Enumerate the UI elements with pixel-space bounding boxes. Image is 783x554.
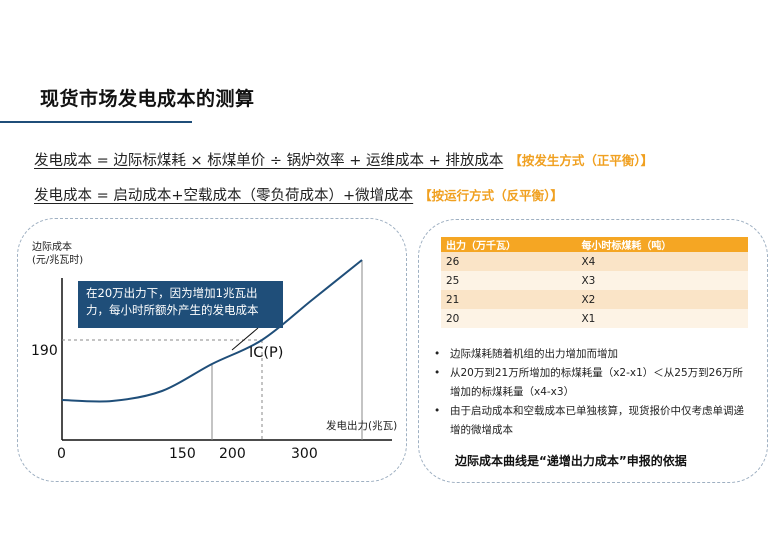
ic-curve [61,259,363,403]
table-row: 21 X2 [441,290,748,309]
coal-consumption-table: 出力（万千瓦） 每小时标煤耗（吨） 26 X4 25 X3 21 X2 20 X… [441,237,748,328]
formula-forward-balance: 发电成本 = 边际标煤耗 × 标煤单价 ÷ 锅炉效率 + 运维成本 + 排放成本… [34,149,653,170]
formula-tag: 【按发生方式（正平衡）】 [509,153,654,168]
conclusion-text: 边际成本曲线是“递增出力成本”申报的依据 [455,454,687,468]
table-cell: 20 [441,309,577,328]
formula-text: 发电成本 = 启动成本+空载成本（零负荷成本）+微增成本 [34,188,414,204]
table-row: 20 X1 [441,309,748,328]
explanation-panel [418,219,768,483]
table-cell: X3 [576,271,748,290]
table-cell: 21 [441,290,577,309]
y-axis-label: 边际成本 (元/兆瓦时) [32,241,83,267]
curve-label: IC(P) [249,345,284,361]
x-tick-label: 300 [291,446,318,462]
table-header-row: 出力（万千瓦） 每小时标煤耗（吨） [441,237,748,252]
page-title: 现货市场发电成本的测算 [40,88,255,110]
table-cell: X1 [576,309,748,328]
y-axis-label-line1: 边际成本 [32,242,72,253]
bullet-list: 边际煤耗随着机组的出力增加而增加 从20万到21万所增加的标煤耗量（x2-x1）… [433,345,753,440]
table-cell: X2 [576,290,748,309]
list-item: 从20万到21万所增加的标煤耗量（x2-x1）＜从25万到26万所增加的标煤耗量… [433,364,753,402]
chart-panel [17,218,407,482]
list-item: 边际煤耗随着机组的出力增加而增加 [433,345,753,364]
title-underline [0,121,192,123]
table-row: 25 X3 [441,271,748,290]
formula-reverse-balance: 发电成本 = 启动成本+空载成本（零负荷成本）+微增成本 【按运行方式（反平衡）】 [34,184,563,205]
table-row: 26 X4 [441,252,748,271]
y-tick-label: 190 [31,343,58,359]
y-axis-label-line2: (元/兆瓦时) [32,255,84,266]
table-header: 每小时标煤耗（吨） [576,237,748,252]
x-origin-label: 0 [57,446,66,462]
x-tick-label: 150 [169,446,196,462]
callout-box: 在20万出力下，因为增加1兆瓦出力，每小时所额外产生的发电成本 [78,281,283,328]
formula-text: 发电成本 = 边际标煤耗 × 标煤单价 ÷ 锅炉效率 + 运维成本 + 排放成本 [34,153,504,169]
table-cell: 26 [441,252,577,271]
table-header: 出力（万千瓦） [441,237,577,252]
x-axis-label: 发电出力(兆瓦) [326,420,398,432]
table-cell: X4 [576,252,748,271]
formula-tag: 【按运行方式（反平衡）】 [419,188,563,203]
list-item: 由于启动成本和空载成本已单独核算，现货报价中仅考虑单调递增的微增成本 [433,402,753,440]
callout-pointer [231,327,259,351]
x-tick-label: 200 [219,446,246,462]
table-cell: 25 [441,271,577,290]
guide-lines [62,260,363,440]
